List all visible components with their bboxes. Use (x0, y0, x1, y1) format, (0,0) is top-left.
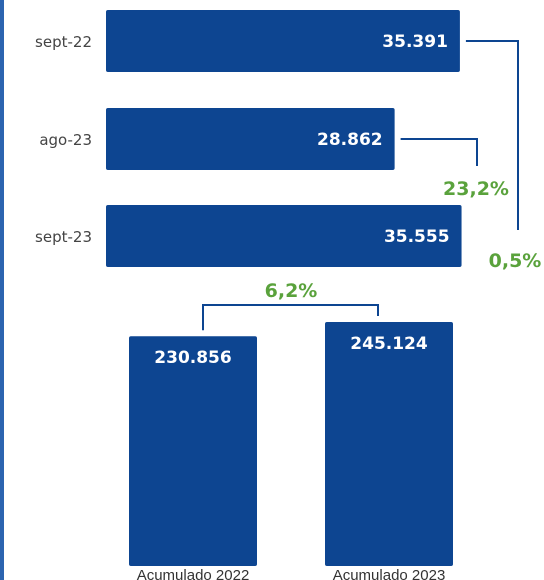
category-label-sept-23: sept-23 (35, 228, 92, 246)
value-label-sept-22: 35.391 (382, 32, 448, 52)
cumulative-bars-group: 230.856 Acumulado 2022 245.124 Acumulado 20… (129, 322, 453, 580)
value-label-ago-23: 28.862 (317, 130, 383, 150)
category-label-ago-23: ago-23 (39, 131, 92, 149)
bar-sept-23 (106, 205, 462, 267)
bracket-acumulado (202, 304, 379, 331)
category-label-sept-22: sept-22 (35, 33, 92, 51)
monthly-bars-group: sept-22 35.391 ago-23 28.862 sept-23 35.555 (35, 10, 462, 267)
bracket-sept22-sept23 (465, 40, 519, 230)
bar-acumulado-2023 (325, 322, 453, 566)
percent-change-sept22-sept23: 0,5% (489, 250, 542, 272)
left-accent-stripe (0, 0, 4, 580)
bracket-ago23-sept23 (400, 138, 478, 166)
bar-sept-22 (106, 10, 460, 72)
category-label-acumulado-2022: Acumulado 2022 (137, 567, 250, 580)
value-label-acumulado-2023: 245.124 (350, 334, 428, 354)
value-label-acumulado-2022: 230.856 (154, 348, 231, 368)
value-label-sept-23: 35.555 (384, 227, 450, 247)
category-label-acumulado-2023: Acumulado 2023 (333, 567, 446, 580)
bar-acumulado-2022 (129, 336, 257, 566)
annotations-group: 23,2% 0,5% 6,2% (202, 40, 542, 331)
percent-change-ago23-sept23: 23,2% (443, 178, 509, 200)
bar-ago-23 (106, 108, 395, 170)
percent-change-acumulado: 6,2% (265, 280, 318, 302)
